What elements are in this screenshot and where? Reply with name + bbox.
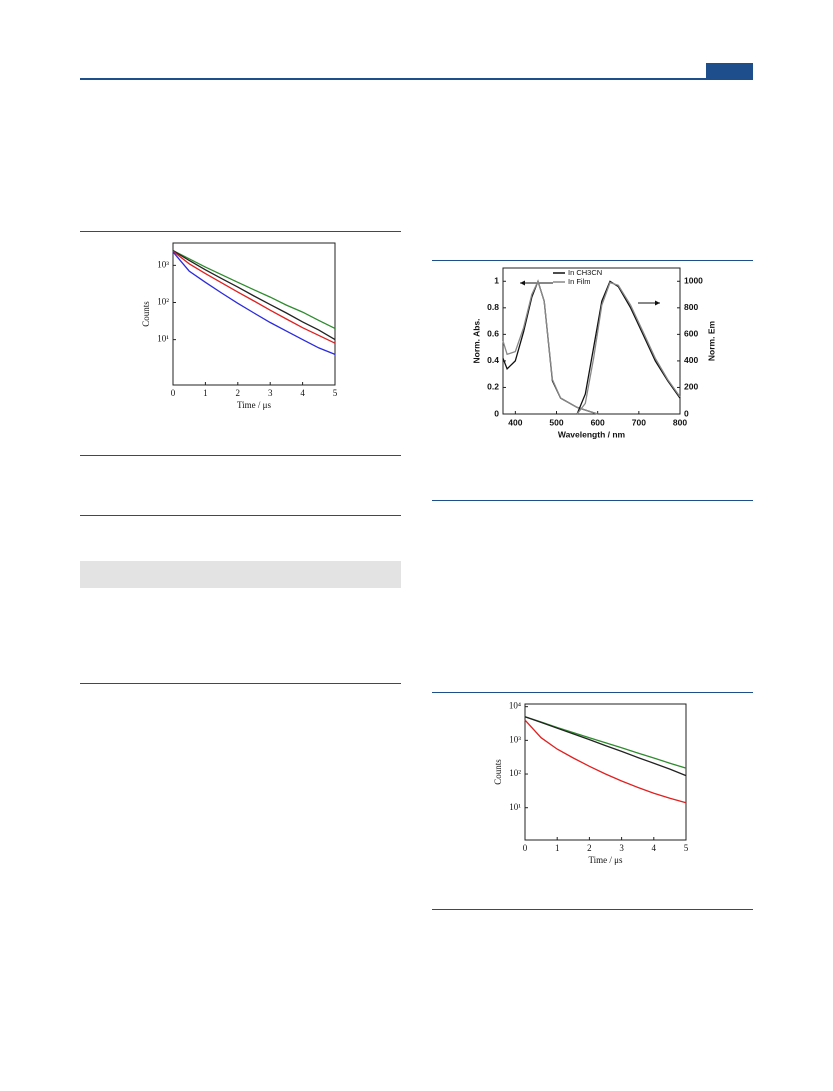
x-tick-label: 0	[171, 388, 176, 398]
x-tick-label: 600	[591, 417, 605, 427]
y-tick-label: 1	[494, 276, 499, 286]
rule	[432, 909, 753, 910]
y-tick-label: 10²	[509, 768, 521, 778]
data-line	[524, 716, 687, 777]
x-tick-label: 2	[587, 843, 592, 853]
header-tab	[706, 63, 753, 78]
x-axis-label: Wavelength / nm	[558, 429, 626, 439]
x-tick-label: 2	[236, 388, 241, 398]
data-line	[502, 279, 598, 415]
y2-axis-label: Norm. Em	[706, 320, 716, 361]
x-tick-label: 5	[333, 388, 338, 398]
plot-frame	[524, 703, 687, 841]
x-tick-label: 400	[508, 417, 522, 427]
x-axis-label: Time / μs	[588, 855, 623, 865]
data-line	[172, 251, 336, 356]
rule	[80, 231, 401, 232]
y2-tick-label: 400	[684, 355, 698, 365]
x-tick-label: 1	[555, 843, 560, 853]
x-tick-label: 500	[549, 417, 563, 427]
arrow-head	[655, 300, 660, 306]
y-tick-label: 0.6	[487, 329, 499, 339]
data-line	[172, 250, 336, 341]
legend-label: In CH3CN	[568, 268, 602, 277]
x-tick-label: 3	[619, 843, 624, 853]
y-tick-label: 10³	[157, 259, 169, 269]
x-tick-label: 3	[268, 388, 273, 398]
header-rule	[80, 78, 753, 80]
y-tick-label: 10¹	[509, 802, 521, 812]
y-tick-label: 0.4	[487, 355, 499, 365]
x-tick-label: 0	[523, 843, 528, 853]
rule	[432, 692, 753, 693]
rule	[80, 683, 401, 684]
plot-frame	[502, 267, 681, 415]
data-line	[576, 280, 681, 415]
data-line	[524, 716, 687, 769]
y2-tick-label: 600	[684, 329, 698, 339]
x-tick-label: 4	[652, 843, 657, 853]
y-tick-label: 10¹	[157, 334, 169, 344]
x-tick-label: 5	[684, 843, 689, 853]
rule	[432, 260, 753, 261]
y-tick-label: 10²	[157, 297, 169, 307]
rule	[432, 500, 753, 501]
data-line	[172, 250, 336, 344]
arrow-head	[520, 280, 525, 286]
rule	[80, 515, 401, 516]
x-axis-label: Time / μs	[237, 400, 272, 410]
data-line	[524, 719, 687, 804]
y-tick-label: 0.2	[487, 382, 499, 392]
x-tick-label: 700	[632, 417, 646, 427]
y-tick-label: 0	[494, 408, 499, 418]
y2-tick-label: 800	[684, 302, 698, 312]
y2-tick-label: 1000	[684, 276, 703, 286]
x-tick-label: 4	[300, 388, 305, 398]
y-tick-label: 10³	[509, 734, 521, 744]
data-line	[576, 281, 681, 415]
y-axis-label: Norm. Abs.	[471, 318, 481, 363]
y-axis-label: Counts	[141, 301, 151, 327]
y2-tick-label: 200	[684, 382, 698, 392]
y-tick-label: 0.8	[487, 302, 499, 312]
shaded-box	[80, 561, 401, 588]
legend-label: In Film	[568, 277, 591, 286]
chart: 0 1 2 3 4 5 10¹ 10² 10³ Time / μs Counts	[141, 242, 338, 410]
data-line	[172, 250, 336, 329]
chart: 0 1 2 3 4 5 10¹ 10² 10³ 10⁴ Time / μs Counts	[493, 701, 689, 865]
rule	[80, 455, 401, 456]
y2-tick-label: 0	[684, 408, 689, 418]
x-tick-label: 1	[203, 388, 208, 398]
y-tick-label: 10⁴	[509, 701, 521, 711]
y-axis-label: Counts	[493, 759, 503, 785]
x-tick-label: 800	[673, 417, 687, 427]
plot-frame	[172, 242, 336, 386]
chart: 400 500 600 700 80000.20.40.60.8102004006008…	[471, 267, 716, 439]
